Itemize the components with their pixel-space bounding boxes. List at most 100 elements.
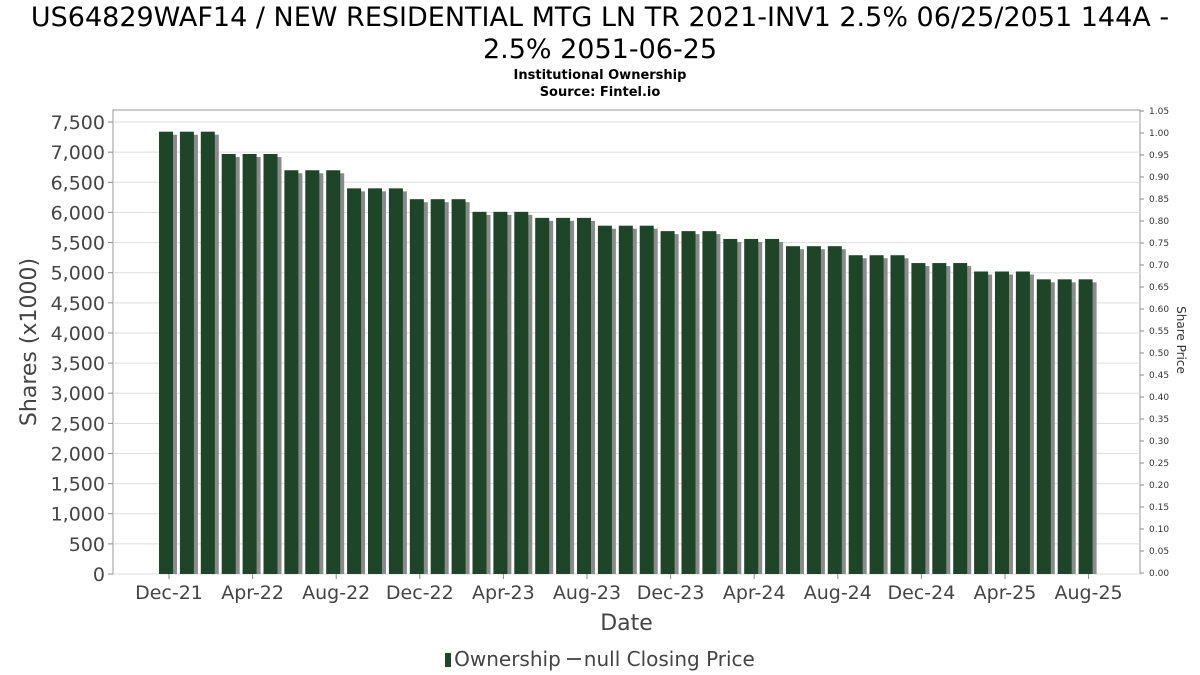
x-tick-label: Apr-22 (221, 582, 284, 604)
ownership-bar (911, 263, 926, 574)
x-tick-label: Aug-22 (302, 582, 370, 604)
y-tick-label: 1,500 (51, 474, 105, 496)
y2-tick-label: 0.15 (1149, 503, 1169, 513)
ownership-bar (347, 188, 362, 575)
ownership-bar (284, 170, 299, 574)
ownership-bar (974, 271, 989, 574)
ownership-bar (953, 263, 968, 574)
ownership-bar (890, 255, 905, 575)
y-tick-label: 2,500 (51, 413, 105, 435)
ownership-bar (263, 153, 278, 574)
ownership-bar (660, 231, 675, 574)
y2-tick-label: 0.35 (1149, 415, 1169, 425)
ownership-bar (368, 188, 382, 575)
ownership-bar (848, 255, 863, 575)
ownership-bar (995, 271, 1009, 574)
ownership-bar (786, 246, 800, 574)
y2-axis-label: Share Price (1174, 306, 1188, 374)
y2-tick-label: 0.50 (1149, 349, 1169, 359)
y2-tick-label: 1.05 (1149, 107, 1169, 117)
ownership-bar (827, 246, 842, 574)
x-tick-label: Dec-21 (135, 582, 203, 604)
y2-tick-label: 0.10 (1149, 525, 1169, 535)
x-tick-label: Aug-23 (553, 582, 621, 604)
y2-tick-label: 0.90 (1149, 173, 1169, 183)
y-tick-label: 1,000 (51, 504, 105, 526)
y2-tick-label: 0.40 (1149, 393, 1169, 403)
chart-subtitle: Institutional Ownership (513, 68, 687, 83)
price-legend-label: null Closing Price (583, 647, 755, 671)
ownership-bar (242, 153, 257, 574)
chart-title-line1: US64829WAF14 / NEW RESIDENTIAL MTG LN TR… (30, 2, 1170, 33)
ownership-bar (493, 211, 508, 574)
x-axis-label: Date (600, 611, 653, 636)
y2-tick-label: 0.20 (1149, 481, 1169, 491)
ownership-bar (723, 238, 738, 574)
y-tick-label: 7,500 (51, 112, 105, 134)
ownership-bar (1057, 279, 1072, 574)
y-tick-label: 3,000 (51, 383, 105, 405)
y-tick-label: 3,500 (51, 353, 105, 375)
y-tick-label: 0 (93, 564, 105, 586)
chart-title-line2: 2.5% 2051-06-25 (482, 34, 718, 65)
x-tick-label: Dec-23 (637, 582, 705, 604)
y2-tick-label: 0.60 (1149, 305, 1169, 315)
y-tick-label: 5,000 (51, 263, 105, 285)
ownership-bar (1036, 279, 1051, 574)
ownership-bar (869, 255, 884, 575)
ownership-bar (326, 170, 341, 574)
y-tick-label: 500 (69, 534, 105, 556)
x-tick-label: Apr-25 (974, 582, 1037, 604)
y-axis-label: Shares (x1000) (17, 258, 42, 426)
y2-tick-label: 1.00 (1149, 129, 1169, 139)
ownership-legend-swatch (445, 653, 452, 667)
y2-tick-label: 0.80 (1149, 217, 1169, 227)
y2-tick-label: 0.70 (1149, 261, 1169, 271)
y-tick-label: 5,500 (51, 233, 105, 255)
ownership-bar (556, 217, 571, 574)
ownership-bar (388, 188, 403, 575)
y2-tick-label: 0.25 (1149, 459, 1169, 469)
y-tick-label: 4,000 (51, 323, 105, 345)
ownership-bar (472, 211, 487, 574)
ownership-bar (618, 225, 633, 574)
price-legend-line (566, 658, 581, 660)
y2-tick-label: 0.45 (1149, 371, 1169, 381)
y2-tick-label: 0.75 (1149, 239, 1169, 249)
ownership-bar (744, 238, 759, 574)
y2-tick-label: 0.05 (1149, 547, 1169, 557)
chart-legend: Ownership null Closing Price (0, 647, 1200, 671)
y2-tick-label: 0.55 (1149, 327, 1169, 337)
ownership-bar (179, 131, 194, 574)
ownership-bar (535, 217, 550, 574)
ownership-bar (639, 225, 654, 574)
y2-tick-label: 0.30 (1149, 437, 1169, 447)
x-tick-label: Aug-25 (1055, 582, 1123, 604)
x-tick-label: Apr-24 (723, 582, 786, 604)
ownership-bar (200, 131, 215, 574)
ownership-bar (765, 238, 780, 574)
y-tick-label: 6,500 (51, 172, 105, 194)
y2-tick-label: 0.95 (1149, 151, 1169, 161)
ownership-bar (1078, 279, 1093, 574)
x-tick-label: Dec-22 (386, 582, 454, 604)
ownership-bar (597, 225, 612, 574)
ownership-bar (702, 231, 717, 574)
ownership-bar (932, 263, 947, 574)
y-tick-label: 7,000 (51, 142, 105, 164)
ownership-bar (430, 199, 445, 574)
ownership-bar (514, 211, 529, 574)
ownership-bar (577, 217, 591, 574)
ownership-bar (1015, 271, 1030, 574)
y-tick-label: 2,000 (51, 443, 105, 465)
ownership-bar (159, 131, 173, 574)
ownership-bar (409, 199, 424, 574)
ownership-bar (806, 246, 821, 574)
x-tick-label: Apr-23 (472, 582, 535, 604)
ownership-legend-label: Ownership (454, 647, 561, 671)
x-tick-label: Aug-24 (804, 582, 872, 604)
x-tick-label: Dec-24 (887, 582, 955, 604)
ownership-bar (681, 231, 696, 574)
ownership-bar (305, 170, 320, 574)
